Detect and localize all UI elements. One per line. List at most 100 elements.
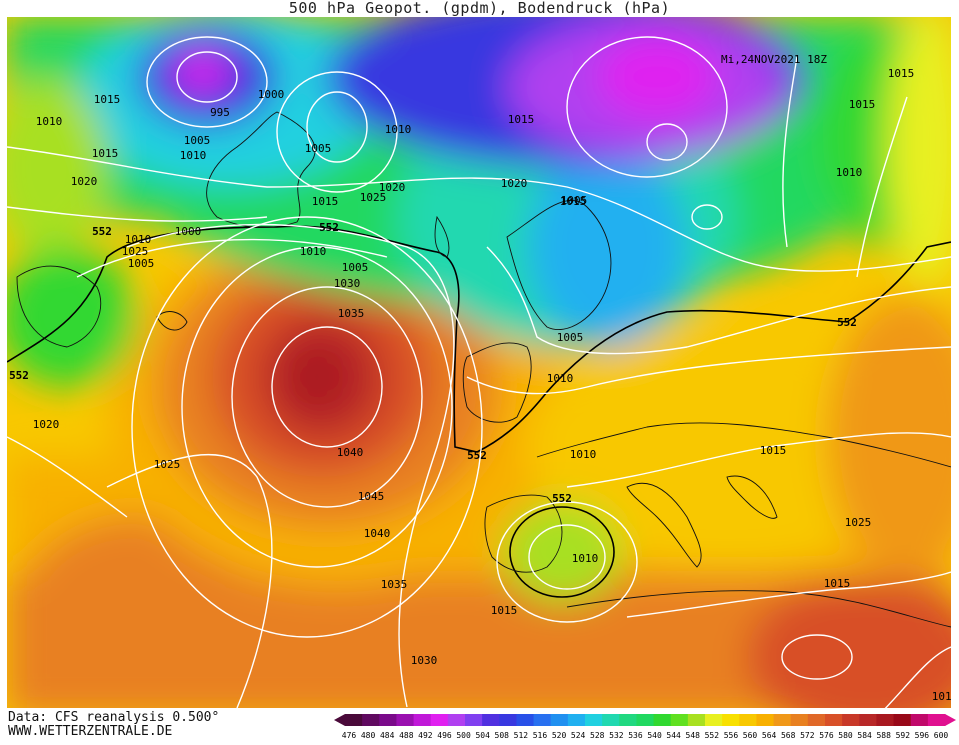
isobar-label: 1015: [560, 195, 587, 208]
isobar-label: 1030: [334, 277, 361, 290]
contour-552-labels: 552 552 552 552 552 552: [9, 221, 857, 505]
geopotential-field: [7, 17, 951, 708]
legend-tick-label: 532: [609, 731, 624, 740]
isobar-label: 1010: [125, 233, 152, 246]
legend-tick-label: 556: [724, 731, 739, 740]
legend-swatch: [465, 714, 483, 726]
legend-swatch: [687, 714, 706, 726]
data-source-text: Data: CFS reanalysis 0.500°: [8, 710, 220, 725]
legend-swatch: [585, 714, 603, 726]
isobar-label: 1005: [561, 194, 588, 207]
isobar-label: 1015: [888, 67, 915, 80]
isobar-label: 1035: [381, 578, 408, 591]
label-552: 552: [92, 225, 112, 238]
label-552: 552: [9, 369, 29, 382]
legend-swatch: [602, 714, 620, 726]
legend-swatch: [550, 714, 569, 726]
legend-tick-label: 480: [361, 731, 376, 740]
isobar-label: 1040: [364, 527, 391, 540]
footer-source: Data: CFS reanalysis 0.500° WWW.WETTERZE…: [8, 711, 219, 739]
legend-swatch: [345, 714, 363, 726]
legend-tick-label: 512: [514, 731, 529, 740]
legend-tick-label: 588: [876, 731, 891, 740]
legend-swatch: [619, 714, 637, 726]
legend-tick-label: 564: [762, 731, 777, 740]
legend-swatch: [670, 714, 689, 726]
legend-tick-label: 492: [418, 731, 433, 740]
isobar-label: 1005: [305, 142, 332, 155]
legend-swatch: [910, 714, 929, 726]
contour-552-cutoff: [509, 506, 615, 598]
isobar-label: 1010: [547, 372, 574, 385]
label-552: 552: [467, 449, 487, 462]
isobar-label: 1015: [824, 577, 851, 590]
legend-swatch: [825, 714, 843, 726]
legend-tick-label: 520: [552, 731, 567, 740]
isobar-label: 1010: [570, 448, 597, 461]
legend-tick-label: 484: [380, 731, 395, 740]
legend-tick-label: 540: [647, 731, 662, 740]
isobar-label: 1015: [491, 604, 518, 617]
legend-tick-label: 560: [743, 731, 758, 740]
legend-swatch: [396, 714, 415, 726]
legend-tick-label: 576: [819, 731, 834, 740]
legend-swatch: [739, 714, 757, 726]
legend-swatch: [927, 714, 946, 726]
legend-tick-label: 580: [838, 731, 853, 740]
legend-tick-label: 528: [590, 731, 605, 740]
isobar-label: 1025: [154, 458, 181, 471]
label-552: 552: [837, 316, 857, 329]
isobar-label: 1005: [184, 134, 211, 147]
isobar-label: 1010: [180, 149, 207, 162]
label-552: 552: [319, 221, 339, 234]
legend-swatch: [430, 714, 449, 726]
isobars: [7, 36, 951, 708]
isobar-label: 995: [210, 106, 230, 119]
legend-swatch: [482, 714, 500, 726]
legend-swatch: [859, 714, 877, 726]
legend-tick-label: 592: [896, 731, 911, 740]
isobar-label: 1025: [845, 516, 872, 529]
legend-swatch: [499, 714, 517, 726]
isobar-label: 1025: [360, 191, 387, 204]
isobar-label: 1010: [300, 245, 327, 258]
isobar-label: 1045: [358, 490, 385, 503]
legend-swatch: [790, 714, 809, 726]
website-link[interactable]: WWW.WETTERZENTRALE.DE: [8, 724, 173, 739]
legend-swatch: [567, 714, 586, 726]
legend-tick-label: 568: [781, 731, 796, 740]
legend-swatch: [807, 714, 826, 726]
isobar-label: 1035: [338, 307, 365, 320]
legend-tick-label: 544: [666, 731, 681, 740]
legend-tick-label: 508: [495, 731, 510, 740]
isobar-label: 1010: [36, 115, 63, 128]
legend-tick-label: 488: [399, 731, 414, 740]
legend-arrow-left: [334, 714, 345, 726]
contour-552: [7, 225, 951, 453]
isobar-label: 1015: [849, 98, 876, 111]
isobar-label: 1015: [508, 113, 535, 126]
color-legend: 476 480 484 488 492 496 500 504 508 512 516 520 524 5…: [334, 712, 956, 745]
legend-tick-label: 496: [437, 731, 452, 740]
isobar-label: 1015: [92, 147, 119, 160]
label-552: 552: [552, 492, 572, 505]
isobar-label: 1015: [94, 93, 121, 106]
legend-arrow-right: [945, 714, 956, 726]
isobar-label: 1015: [932, 690, 951, 703]
legend-tick-label: 524: [571, 731, 586, 740]
isobar-label: 1000: [258, 88, 285, 101]
isobar-label: 1015: [312, 195, 339, 208]
legend-swatch: [413, 714, 432, 726]
legend-swatch: [636, 714, 655, 726]
legend-tick-label: 500: [456, 731, 471, 740]
legend-tick-label: 548: [686, 731, 701, 740]
legend-swatch: [447, 714, 466, 726]
isobar-label: 1020: [379, 181, 406, 194]
isobar-label: 1010: [572, 552, 599, 565]
isobar-label: 1010: [385, 123, 412, 136]
legend-swatch: [756, 714, 775, 726]
legend-tick-label: 552: [705, 731, 720, 740]
legend-tick-label: 476: [342, 731, 357, 740]
map-title: 500 hPa Geopot. (gpdm), Bodendruck (hPa): [288, 0, 671, 17]
isobar-label: 1000: [175, 225, 202, 238]
